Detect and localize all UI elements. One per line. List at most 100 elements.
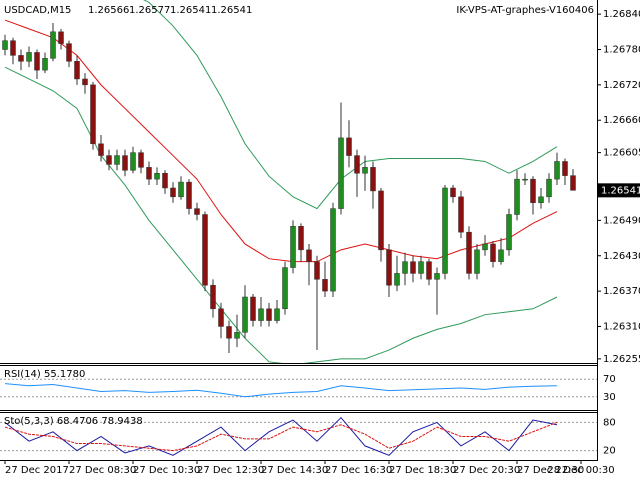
candle-body [314, 261, 320, 280]
candle-body [466, 231, 472, 274]
level-label: 30 [603, 392, 616, 403]
candle-body [378, 190, 384, 251]
candle-body [322, 279, 328, 292]
candle-body [546, 178, 552, 198]
candle-body [218, 308, 224, 327]
price-tick-label: 1.26840 [603, 9, 640, 20]
candle-body [306, 249, 312, 262]
candle-body [82, 78, 88, 86]
candle-body [362, 167, 368, 174]
candle-body [418, 261, 424, 274]
price-tick-label: 1.26370 [603, 286, 640, 297]
current-price: 1.26541 [601, 185, 640, 196]
indicator-line [4, 19, 558, 263]
candle-body [354, 155, 360, 174]
candle-body [330, 208, 336, 292]
indicator-line [143, 0, 558, 210]
time-tick-label: 27 Dec 20:30 [453, 465, 520, 476]
price-tick-label: 1.26310 [603, 321, 640, 332]
candle-body [410, 261, 416, 274]
candle-body [490, 243, 496, 262]
time-tick-label: 27 Dec 18:30 [389, 465, 456, 476]
candle-body [506, 214, 512, 251]
candle-body [266, 308, 272, 321]
candle-body [26, 52, 32, 62]
price-tick-label: 1.26430 [603, 251, 640, 262]
candle-body [98, 143, 104, 156]
candle-body [274, 308, 280, 321]
candle-body [498, 249, 504, 262]
candle-body [514, 178, 520, 215]
symbol: USDCAD,M15 [4, 5, 71, 16]
candle-body [130, 152, 136, 171]
overlay: 1.26840 1.26780 1.26720 1.26660 1.26605 1.264… [0, 5, 640, 476]
header-high: 1.26577 [129, 5, 170, 16]
candle-body [234, 332, 240, 339]
candle-body [394, 273, 400, 286]
candle-body [106, 155, 112, 165]
candle-body [282, 267, 288, 310]
candle-body [194, 208, 200, 215]
candle-body [114, 155, 120, 165]
indicator-line [4, 416, 558, 456]
candle-body [138, 152, 144, 168]
candle-body [530, 178, 536, 203]
candle-body [538, 196, 544, 203]
candle-body [426, 261, 432, 280]
price-tick-label: 1.26720 [603, 80, 640, 91]
level-label: 70 [603, 374, 616, 385]
level-label: 80 [603, 417, 616, 428]
main-panel [2, 0, 576, 363]
time-tick-label: 27 Dec 16:30 [325, 465, 392, 476]
candle-body [162, 173, 168, 189]
time-tick-label: 27 Dec 14:30 [261, 465, 328, 476]
candle-body [66, 43, 72, 62]
indicator-title: Sto(5,3,3) 68.4706 78.9438 [4, 416, 143, 427]
candle-body [90, 84, 96, 145]
candle-body [226, 326, 232, 339]
time-tick-label: 27 Dec 08:30 [69, 465, 136, 476]
price-tick-label: 1.26780 [603, 45, 640, 56]
candle-body [346, 137, 352, 156]
candle-body [386, 249, 392, 286]
candle-body [474, 249, 480, 274]
candle-body [2, 40, 8, 50]
candle-body [122, 155, 128, 171]
header-open: 1.26566 [88, 5, 129, 16]
time-tick-label: 27 Dec 10:30 [133, 465, 200, 476]
indicator-line [4, 383, 558, 398]
candle-body [50, 31, 56, 59]
candle-body [290, 226, 296, 268]
candle-body [434, 273, 440, 280]
candle-body [74, 61, 80, 80]
candle-body [258, 308, 264, 321]
price-tick-label: 1.26255 [603, 354, 640, 365]
candle-body [570, 175, 576, 191]
candle-body [442, 187, 448, 274]
candle-body [338, 137, 344, 209]
candle-body [210, 284, 216, 310]
candle-body [42, 58, 48, 71]
candle-body [242, 296, 248, 333]
candle-body [522, 178, 528, 181]
candle-body [250, 296, 256, 321]
candle-body [482, 243, 488, 251]
candle-body [458, 196, 464, 233]
candle-body [146, 167, 152, 180]
candle-body [186, 181, 192, 209]
header-close: 1.26541 [211, 5, 252, 16]
candle-body [34, 52, 40, 71]
indicator-title: RSI(14) 55.1780 [4, 369, 85, 380]
candle-body [202, 214, 208, 286]
candle-body [10, 40, 16, 56]
indicator-line [4, 66, 558, 363]
time-tick-label: 27 Dec 2017 [5, 465, 69, 476]
price-tick-label: 1.26605 [603, 148, 640, 159]
header-low: 1.26541 [170, 5, 211, 16]
candle-body [402, 261, 408, 274]
time-tick-label: 27 Dec 12:30 [197, 465, 264, 476]
server-name: IK-VPS-AT-graphes-V160406 [456, 5, 594, 16]
time-tick-label: 28 Dec 00:30 [547, 465, 614, 476]
current-price-box [598, 183, 640, 198]
